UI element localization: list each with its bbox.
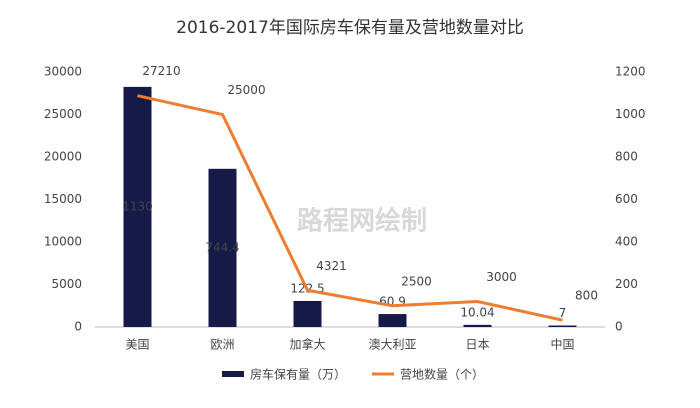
bar (123, 86, 152, 327)
line-value-label: 4321 (316, 259, 347, 273)
bar-value-label: 10.04 (460, 305, 494, 319)
chart-title: 2016-2017年国际房车保有量及营地数量对比 (176, 18, 524, 38)
bar (378, 314, 407, 327)
y-tick-label: 0 (74, 320, 82, 334)
line-value-label: 2500 (401, 274, 432, 288)
y2-tick-label: 1200 (615, 65, 646, 79)
legend-label: 房车保有量（万） (250, 367, 346, 382)
line-value-label: 800 (575, 289, 598, 303)
y2-tick-label: 800 (615, 150, 638, 164)
watermark: 路程网绘制 (297, 206, 427, 237)
y2-tick-label: 1000 (615, 107, 646, 121)
y-tick-label: 30000 (44, 65, 82, 79)
y-tick-label: 15000 (44, 192, 82, 206)
y2-tick-label: 0 (615, 320, 623, 334)
bar (293, 300, 322, 327)
y-tick-label: 10000 (44, 235, 82, 249)
bar (208, 168, 237, 327)
x-tick-label: 欧洲 (210, 338, 234, 352)
bar-value-label: 7 (559, 306, 567, 320)
y2-tick-label: 400 (615, 235, 638, 249)
x-tick-label: 加拿大 (289, 337, 325, 352)
y-tick-label: 25000 (44, 107, 82, 121)
y2-tick-label: 600 (615, 192, 638, 206)
x-tick-label: 日本 (465, 338, 489, 352)
y-tick-label: 20000 (44, 150, 82, 164)
y-tick-label: 5000 (51, 277, 82, 291)
line-value-label: 27210 (142, 64, 180, 78)
line (137, 94, 563, 322)
x-tick-label: 中国 (550, 337, 574, 352)
legend-swatch (222, 371, 244, 377)
x-tick-label: 澳大利亚 (368, 338, 416, 352)
legend-label: 营地数量（个） (400, 367, 484, 382)
y2-tick-label: 200 (615, 277, 638, 291)
bar (548, 325, 577, 327)
x-tick-label: 美国 (125, 338, 149, 352)
bar-value-label: 1130 (122, 199, 153, 213)
bar (463, 324, 492, 327)
bar-value-label: 744.4 (205, 240, 239, 254)
line-value-label: 3000 (486, 270, 517, 284)
line-value-label: 25000 (227, 83, 265, 97)
